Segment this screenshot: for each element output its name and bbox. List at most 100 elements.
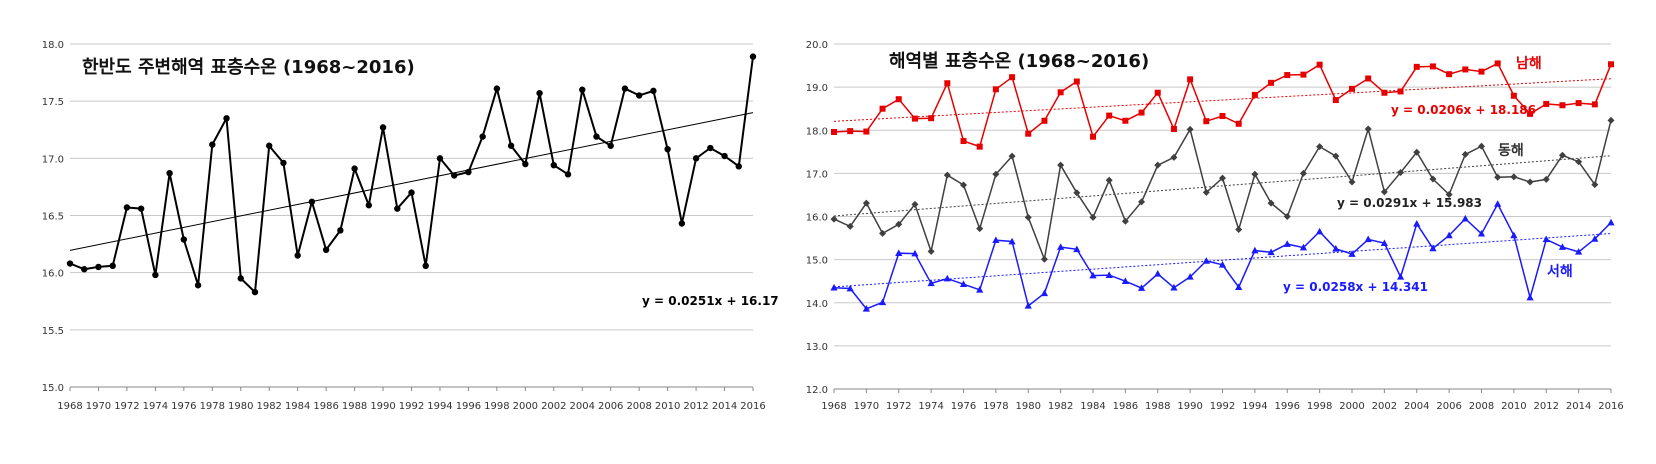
chart2-series-3-point: [1380, 239, 1388, 247]
chart2-series-1-point: [1106, 112, 1113, 119]
chart2-series-1-point: [1251, 91, 1258, 98]
chart2-series-1-trendline: [833, 78, 1612, 122]
chart2-x-tick-label: 1998: [1307, 401, 1332, 412]
chart2-series-3-point: [1105, 271, 1113, 278]
chart2-series-3-point: [1218, 261, 1227, 268]
chart2-series-3-line: [833, 202, 1612, 310]
chart2-x-tick-label: 1992: [1210, 401, 1235, 412]
chart2-series-2-point: [846, 222, 854, 230]
chart1-series-1-point: [536, 89, 543, 97]
chart2-series-3-point: [992, 236, 1000, 244]
chart2-series-1-point: [1446, 71, 1453, 78]
chart1-series-1-point: [194, 282, 202, 289]
chart2-series-1-point: [992, 86, 999, 93]
chart2-series-2-point: [1121, 217, 1129, 225]
chart2-series-1-point: [1203, 118, 1210, 125]
chart1-series-1-point: [209, 141, 216, 148]
chart2-series-3-point: [1251, 246, 1259, 254]
chart2-series-2-point: [1445, 191, 1453, 199]
chart2-series-1-point: [1478, 68, 1485, 75]
chart2-series-3-point: [1526, 293, 1534, 301]
chart1-x-tick-label: 1998: [484, 401, 509, 412]
chart2-series-3-point: [1267, 248, 1275, 256]
chart2-series-3-point: [1575, 248, 1583, 255]
south-sea-trend-equation: y = 0.0206x + 18.186: [1391, 103, 1536, 117]
chart2-series-1-point: [1575, 100, 1582, 107]
chart2-series-1-point: [928, 115, 935, 122]
chart2-series-2-point: [960, 181, 967, 189]
chart2-x-tick-label: 1996: [1275, 401, 1300, 412]
chart2-series-1-point: [1510, 92, 1517, 99]
east-sea-trend-equation: y = 0.0291x + 15.983: [1337, 196, 1482, 210]
chart2-series-3-point: [1040, 289, 1049, 297]
chart1-series-1-point: [308, 198, 316, 205]
chart-surface-temperature-korea: 15.015.516.016.517.017.518.0 1968 1970 197…: [42, 40, 779, 412]
chart1-x-tick-label: 1988: [342, 401, 367, 412]
chart1-series-1-point: [337, 227, 344, 234]
chart2-series-1-point: [1365, 75, 1372, 82]
chart2-series-3-point: [1299, 243, 1308, 251]
chart1-x-tick-label: 1982: [256, 401, 281, 412]
chart2-series-2-point: [1332, 152, 1340, 160]
chart1-x-tick-label: 2014: [712, 401, 737, 412]
chart2-series-3-point: [1494, 200, 1502, 207]
chart2-series-2-point: [1397, 169, 1405, 177]
chart2-series-2-point: [1040, 255, 1048, 263]
chart2-series-3-point: [1510, 231, 1518, 239]
chart2-series-3-point: [959, 280, 968, 288]
chart2-series-3-point: [1283, 240, 1291, 247]
chart2-y-tick-label: 14.0: [806, 299, 828, 310]
chart2-series-1-point: [944, 80, 951, 87]
chart2-series-3-point: [1202, 257, 1210, 264]
chart2-x-tick-label: 2016: [1598, 401, 1623, 412]
chart2-series-1-point: [895, 96, 902, 103]
chart1-series-1-point: [436, 155, 444, 162]
chart1-series-1-point: [266, 142, 273, 149]
chart2-series-1-point: [1138, 109, 1145, 116]
chart2-series-1-point: [1543, 100, 1550, 107]
chart2-series-3-point: [1429, 244, 1437, 252]
chart1-series-1-point: [664, 145, 671, 153]
chart2-series-1-point: [911, 115, 918, 122]
chart1-series-1-point: [422, 262, 429, 270]
chart1-y-tick-label: 17.5: [42, 97, 64, 108]
chart1-series-1-point: [394, 205, 401, 212]
chart2-series-2-point: [1138, 198, 1146, 206]
chart1-y-tick-labels: 15.0 15.5 16.0 16.5 17.0 17.5 18.0: [42, 40, 64, 394]
chart2-series-2-point: [1558, 151, 1566, 159]
chart2-series-3-point: [862, 304, 870, 312]
chart2-series-2-point: [1283, 213, 1291, 220]
chart1-y-tick-label: 16.5: [42, 212, 64, 223]
chart2-series-2-point: [943, 171, 951, 179]
west-sea-trend-equation: y = 0.0258x + 14.341: [1283, 280, 1428, 294]
chart2-series-2-point: [879, 229, 887, 237]
chart2-series-2-point: [1575, 158, 1583, 166]
chart2-series-2-point: [1494, 173, 1502, 181]
chart1-x-tick-label: 2012: [683, 401, 708, 412]
chart2-series-1-point: [1462, 66, 1469, 73]
chart2-series-2-point: [976, 225, 984, 233]
chart1-series-1-point: [223, 115, 230, 122]
chart1-x-tick-label: 2002: [541, 401, 566, 412]
chart1-series-1-point: [365, 202, 373, 209]
chart1-series-1-point: [294, 252, 301, 259]
chart2-series-2-point: [1008, 152, 1016, 160]
chart2-series-3-point: [1073, 245, 1081, 253]
chart1-series-1-point: [479, 133, 486, 140]
chart1-series-1-point: [237, 275, 244, 282]
chart2-series-1-point: [1073, 78, 1080, 85]
chart2-series-3-point: [1089, 271, 1097, 279]
chart2-x-tick-label: 2014: [1566, 401, 1591, 412]
chart1-series-1-point: [379, 124, 387, 131]
chart2-series-3-point: [1445, 231, 1453, 239]
chart2-x-tick-label: 2004: [1404, 401, 1429, 412]
chart2-series-2-point: [830, 215, 838, 223]
chart2-series-3-point: [911, 249, 919, 257]
chart2-x-tick-label: 2008: [1469, 401, 1494, 412]
chart1-y-tick-label: 15.5: [42, 326, 64, 337]
chart1-x-tick-label: 1978: [200, 401, 225, 412]
chart2-series-3-point: [1364, 235, 1372, 243]
chart2-series-3-point: [1186, 273, 1194, 280]
chart2-series-1-point: [1154, 89, 1161, 96]
